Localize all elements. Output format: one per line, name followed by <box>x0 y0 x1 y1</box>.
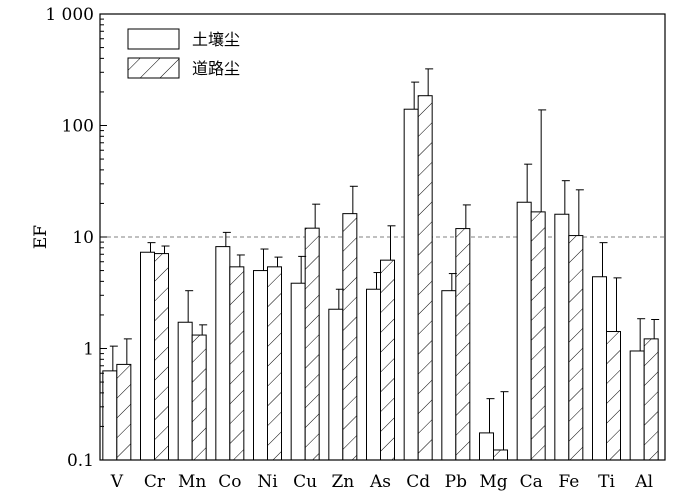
x-tick-label: V <box>110 472 124 492</box>
bar-soil-dust-mg <box>479 432 494 461</box>
y-tick-label: 100 <box>62 117 94 137</box>
bar-road-dust-cu <box>304 227 320 461</box>
x-tick-label: Mn <box>178 472 206 492</box>
bar-soil-dust-cd <box>403 108 419 461</box>
y-axis-title: EF <box>31 225 51 249</box>
bar-soil-dust-co <box>215 246 231 461</box>
x-tick-label: As <box>369 472 391 492</box>
x-tick-label: Al <box>634 472 653 492</box>
x-tick-label: Co <box>218 472 241 492</box>
bar-soil-dust-as <box>366 288 381 461</box>
legend: 土壤尘 道路尘 <box>127 28 240 79</box>
y-tick-label: 1 000 <box>45 5 94 25</box>
bar-road-dust-cd <box>417 95 433 461</box>
legend-swatch-soil-dust <box>127 28 180 50</box>
legend-swatch-road-dust <box>127 57 180 79</box>
bar-soil-dust-fe <box>554 213 570 461</box>
bar-road-dust-ni <box>267 266 282 461</box>
bar-road-dust-fe <box>568 235 584 461</box>
x-tick-label: Cd <box>406 472 430 492</box>
bar-road-dust-al <box>643 338 659 461</box>
x-tick-label: Ca <box>520 472 543 492</box>
x-tick-label: Mg <box>479 472 507 492</box>
legend-label-soil-dust: 土壤尘 <box>192 30 240 49</box>
x-tick-label: Cr <box>144 472 166 492</box>
bar-road-dust-pb <box>455 228 471 461</box>
bar-road-dust-mg <box>493 449 508 461</box>
legend-label-road-dust: 道路尘 <box>192 59 240 78</box>
bar-soil-dust-ca <box>516 201 532 461</box>
bar-soil-dust-zn <box>328 308 344 461</box>
bar-road-dust-ti <box>606 331 621 461</box>
bar-road-dust-ca <box>530 211 546 461</box>
bar-soil-dust-cu <box>290 282 306 461</box>
bar-soil-dust-ni <box>253 270 268 461</box>
bar-road-dust-co <box>229 266 245 461</box>
bar-soil-dust-ti <box>592 276 607 461</box>
bar-soil-dust-cr <box>140 251 155 461</box>
bar-soil-dust-v <box>102 370 118 461</box>
y-tick-label: 10 <box>72 228 94 248</box>
x-tick-label: Ni <box>257 472 278 492</box>
x-tick-label: Pb <box>445 472 467 492</box>
x-tick-label: Zn <box>331 472 354 492</box>
bar-soil-dust-al <box>629 350 645 461</box>
bar-road-dust-v <box>116 363 132 461</box>
bar-road-dust-mn <box>191 334 207 461</box>
x-tick-label: Fe <box>558 472 579 492</box>
bar-road-dust-as <box>380 259 395 461</box>
y-tick-label: 1 <box>83 340 94 360</box>
bar-soil-dust-mn <box>177 321 193 461</box>
bar-soil-dust-pb <box>441 290 457 461</box>
x-tick-label: Cu <box>293 472 317 492</box>
x-tick-label: Ti <box>598 472 615 492</box>
bar-road-dust-zn <box>342 213 358 461</box>
y-tick-label: 0.1 <box>67 451 94 471</box>
bar-road-dust-cr <box>154 253 169 461</box>
